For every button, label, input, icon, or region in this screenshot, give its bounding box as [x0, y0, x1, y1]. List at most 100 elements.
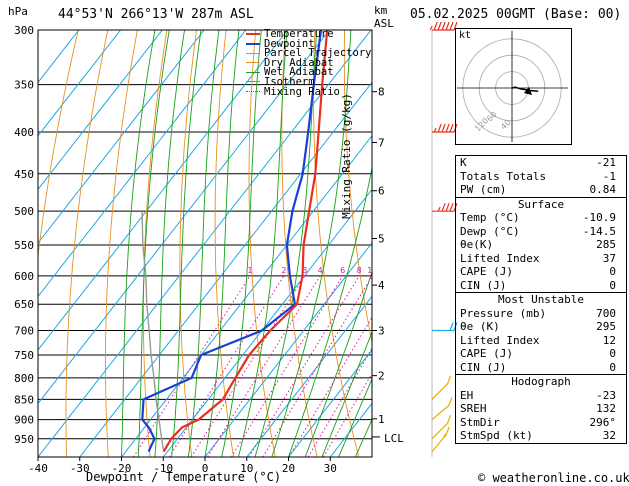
pressure-tick-label: 550	[14, 239, 34, 252]
mixing-ratio-label: 8	[357, 266, 362, 275]
mu-row: CIN (J) 0	[460, 360, 616, 374]
dry-adiabat-line	[142, 30, 168, 457]
wind-barb	[431, 375, 452, 400]
hodo-row: StmDir 296°	[460, 415, 616, 429]
wet-adiabat-line	[171, 30, 202, 457]
wind-barb-flag	[448, 397, 453, 406]
mixing-ratio-line	[288, 316, 372, 457]
pressure-tick-label: 850	[14, 393, 34, 406]
indices-table: K -21 Totals Totals -1 PW (cm) 0.84 Surface…	[455, 155, 627, 444]
isotherm-line	[38, 30, 247, 298]
pressure-tick-label: 400	[14, 126, 34, 139]
wind-barb-staff	[431, 422, 448, 440]
pressure-tick-label: 950	[14, 433, 34, 446]
pressure-tick-label: 600	[14, 270, 34, 283]
isotherm-line	[38, 30, 163, 191]
wind-barb-flag	[446, 415, 452, 424]
wind-barb-flag	[441, 21, 446, 31]
mixing-ratio-line	[168, 275, 285, 457]
legend-temperature: Temperature	[246, 29, 371, 40]
temperature-tick-label: 30	[324, 462, 337, 475]
wind-barb-flag	[437, 123, 442, 133]
mu-row: θe (K) 295	[460, 320, 616, 333]
wet-adiabat-line	[338, 377, 372, 457]
hodograph-unit-label: kt	[459, 30, 472, 41]
dry-adiabat-line	[343, 30, 372, 345]
wind-barb-flag	[433, 21, 438, 31]
mixing-ratio-label: 25	[424, 266, 434, 275]
isotherm-line	[162, 188, 372, 457]
wind-barb	[431, 415, 452, 440]
index-row-k: K -21	[460, 156, 616, 169]
height-tick-label: 8	[378, 86, 385, 99]
dry-adiabat-line	[65, 30, 109, 457]
hodograph-section: Hodograph EH -23 SREH 132 StmDir 296° StmSp…	[456, 374, 626, 443]
legend-dewpoint: Dewpoint	[246, 38, 371, 50]
footer-credit: © weatheronline.co.uk	[478, 471, 629, 485]
height-tick-label: 1	[378, 413, 385, 426]
mixing-ratio-label: 2	[281, 266, 286, 275]
location-label: 44°53'N 266°13'W 287m ASL	[58, 7, 254, 22]
temperature-tick-label: -30	[70, 462, 90, 475]
surface-row: CAPE (J) 0	[460, 265, 616, 278]
wind-barb	[431, 397, 453, 421]
wind-barb-flag	[445, 123, 450, 133]
height-tick-label: 3	[378, 325, 385, 338]
isotherm-line	[38, 30, 205, 244]
height-tick-label: 4	[378, 279, 385, 292]
mu-row: Lifted Index 12	[460, 333, 616, 347]
mixing-ratio-line	[262, 275, 372, 457]
index-row-pw: PW (cm) 0.84	[460, 183, 616, 196]
mixing-ratio-axis-label: Mixing Ratio (g/kg)	[340, 93, 353, 219]
isotherm-line	[204, 242, 372, 457]
lcl-label: LCL	[384, 432, 404, 445]
legend-parcel: Parcel Trajectory	[246, 48, 371, 59]
mixing-ratio-line	[307, 347, 372, 457]
wind-barb	[432, 202, 458, 212]
dewpoint-line	[141, 30, 323, 453]
pressure-tick-label: 300	[14, 24, 34, 37]
parcel-trajectory-line	[141, 211, 165, 452]
mixing-ratio-label: 10	[367, 266, 377, 275]
wind-barb	[432, 123, 458, 133]
pressure-tick-label: 500	[14, 205, 34, 218]
mixing-ratio-label: 4	[318, 266, 323, 275]
surface-title: Surface	[517, 197, 565, 211]
dry-adiabat-line	[38, 30, 79, 260]
surface-row: Temp (°C) -10.9	[460, 211, 616, 224]
isotherm-line	[329, 402, 372, 457]
pressure-tick-label: 700	[14, 325, 34, 338]
wind-barb-staff	[431, 405, 450, 421]
wind-barb-flag	[446, 375, 452, 385]
wet-adiabat-line	[304, 270, 372, 457]
wind-barb-flag	[445, 21, 450, 31]
km-unit-label: km	[374, 4, 388, 17]
surface-section: Surface Temp (°C) -10.9 Dewp (°C) -14.5 θe…	[456, 196, 626, 293]
isotherm-line	[288, 349, 372, 457]
wet-adiabat-line	[321, 330, 372, 457]
height-tick-label: 6	[378, 185, 385, 198]
wind-barb-half	[433, 127, 437, 133]
hodo-row: SREH 132	[460, 402, 616, 415]
wind-barb-flag	[449, 21, 454, 31]
wind-barb	[431, 426, 450, 453]
mixing-ratio-line	[323, 372, 372, 457]
wet-adiabat-line	[204, 30, 240, 457]
legend-mixing-ratio: Mixing Ratio	[246, 86, 371, 98]
wet-adiabat-line	[237, 30, 288, 457]
surface-row: CIN (J) 0	[460, 278, 616, 292]
legend-wet-adiabat: Wet Adiabat	[246, 67, 371, 78]
wind-barb-staff	[431, 383, 448, 400]
wind-barb-flag	[449, 202, 454, 212]
temperature-tick-label: -40	[28, 462, 48, 475]
wet-adiabat-line	[271, 30, 352, 457]
pressure-unit-label: hPa	[8, 5, 28, 18]
height-tick-label: 5	[378, 232, 385, 245]
pressure-tick-label: 650	[14, 298, 34, 311]
temperature-tick-label: 20	[282, 462, 295, 475]
pressure-tick-label: 800	[14, 372, 34, 385]
wind-barb-flag	[453, 21, 458, 31]
mixing-ratio-label: 6	[340, 266, 345, 275]
pressure-tick-label: 900	[14, 414, 34, 427]
index-row-totals: Totals Totals -1	[460, 169, 616, 183]
